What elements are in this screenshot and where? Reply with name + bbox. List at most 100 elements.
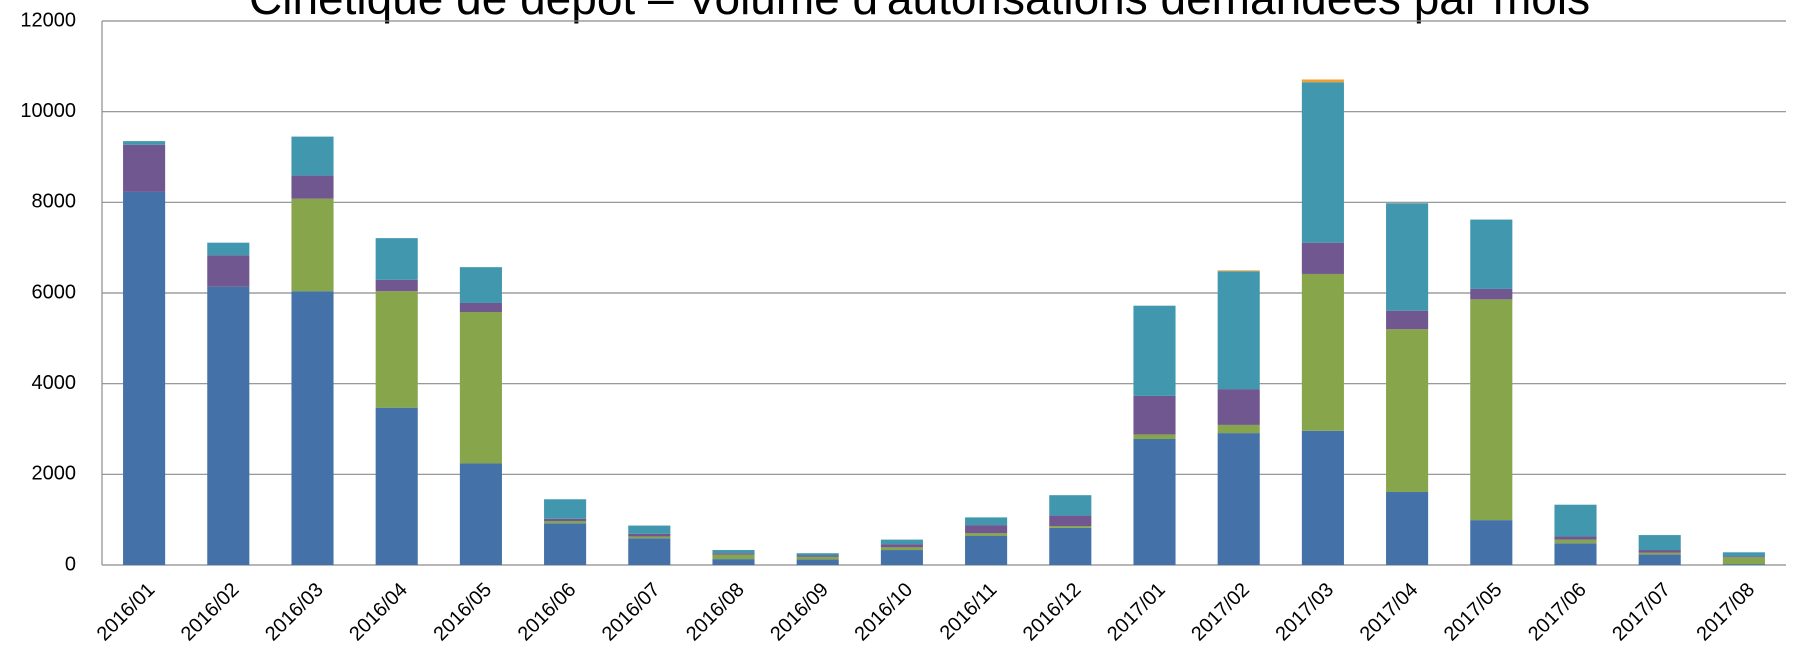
bar-segment	[123, 141, 166, 145]
x-tick-label: 2017/04	[1356, 579, 1423, 646]
bar-segment	[1554, 536, 1597, 540]
bar-segment	[796, 559, 839, 565]
bar-segment	[1133, 395, 1176, 435]
y-tick-label: 6000	[32, 281, 77, 303]
bar-segment	[1217, 389, 1260, 425]
bar-segment	[712, 550, 755, 554]
chart-title: Cinétique de dépôt – Volume d'autorisati…	[249, 0, 1590, 24]
bar-segment	[712, 554, 755, 560]
bar-segment	[207, 286, 250, 565]
bar-segment	[1470, 288, 1513, 300]
bar-segment	[1722, 557, 1765, 565]
bar-segment	[375, 238, 418, 280]
x-tick-label: 2016/05	[429, 579, 496, 646]
x-tick-label: 2016/12	[1019, 579, 1086, 646]
bar-segment	[375, 407, 418, 565]
bar-segment	[459, 312, 502, 464]
bar-segment	[291, 198, 334, 292]
bar-segment	[1301, 430, 1344, 565]
bar-segment	[1722, 552, 1765, 557]
bar-segment	[544, 521, 587, 524]
bar-segment	[1217, 433, 1260, 565]
x-tick-label: 2016/11	[936, 579, 1002, 645]
bar-segment	[1049, 515, 1092, 527]
x-tick-label: 2017/07	[1608, 579, 1675, 646]
bar-segment	[628, 538, 671, 565]
bar-segment	[123, 191, 166, 565]
bar-segment	[123, 144, 166, 192]
bar-segment	[544, 499, 587, 519]
bar-segment	[1217, 424, 1260, 434]
x-tick-label: 2017/02	[1187, 579, 1254, 646]
bar-segment	[628, 533, 671, 537]
bar-segment	[1049, 527, 1092, 565]
bar-segment	[375, 279, 418, 292]
y-tick-label: 0	[65, 553, 76, 575]
x-tick-label: 2017/06	[1524, 579, 1591, 646]
x-tick-label: 2016/10	[850, 579, 917, 646]
bar-segment	[880, 550, 923, 565]
y-tick-label: 4000	[32, 372, 77, 394]
bar-segment	[1554, 539, 1597, 544]
bar-segment	[544, 518, 587, 522]
bar-segment	[1301, 273, 1344, 431]
x-tick-label: 2016/08	[682, 579, 749, 646]
bar-segment	[291, 136, 334, 176]
bar-segment	[1133, 438, 1176, 565]
bar-segment	[1386, 329, 1429, 493]
x-tick-label: 2017/01	[1103, 579, 1170, 646]
bar-segment	[1722, 556, 1765, 558]
bar-segment	[291, 175, 334, 199]
bar-segment	[965, 535, 1008, 565]
bar-segment	[1049, 495, 1092, 516]
bar-segment	[628, 536, 671, 539]
bar-segment	[291, 291, 334, 565]
bar-segment	[1470, 299, 1513, 521]
bar-segment	[965, 525, 1008, 534]
bar-segment	[1638, 552, 1681, 555]
bar-segment	[1133, 434, 1176, 439]
bar-segment	[1386, 492, 1429, 565]
x-tick-label: 2016/01	[93, 579, 160, 646]
y-tick-label: 12000	[20, 9, 76, 31]
bar-segment	[1638, 554, 1681, 565]
bar-segment	[1470, 219, 1513, 289]
bar-segment	[1217, 271, 1260, 390]
bar-segment	[965, 533, 1008, 536]
bar-segment	[375, 291, 418, 408]
bar-segment	[459, 267, 502, 303]
x-tick-label: 2017/03	[1271, 579, 1338, 646]
bar-segment	[207, 255, 250, 287]
bar-segment	[628, 525, 671, 534]
bar-segment	[459, 463, 502, 565]
bar-segment	[880, 544, 923, 548]
x-tick-label: 2016/04	[345, 579, 412, 646]
x-tick-label: 2016/09	[766, 579, 833, 646]
bar-segment	[1722, 564, 1765, 565]
x-tick-label: 2016/06	[514, 579, 581, 646]
bar-segment	[796, 553, 839, 556]
bar-segment	[1554, 543, 1597, 565]
bar-segment	[712, 559, 755, 565]
y-tick-label: 2000	[32, 463, 77, 485]
bar-segment	[1301, 79, 1344, 83]
bar-segment	[1638, 550, 1681, 553]
bar-segment	[796, 556, 839, 560]
bar-segment	[965, 517, 1008, 526]
y-tick-label: 8000	[32, 191, 77, 213]
bar-segment	[1133, 305, 1176, 396]
bar-segment	[1049, 526, 1092, 528]
bar-segment	[712, 553, 755, 555]
x-tick-label: 2016/02	[177, 579, 244, 646]
bar-segment	[1301, 242, 1344, 274]
bar-segment	[1554, 504, 1597, 537]
bar-segment	[1217, 270, 1260, 272]
bar-segment	[1638, 535, 1681, 551]
bar-segment	[880, 547, 923, 551]
bar-segment	[1301, 82, 1344, 243]
y-tick-label: 10000	[20, 100, 76, 122]
x-tick-label: 2016/03	[261, 579, 328, 646]
bar-segment	[544, 523, 587, 565]
bar-segment	[796, 555, 839, 557]
